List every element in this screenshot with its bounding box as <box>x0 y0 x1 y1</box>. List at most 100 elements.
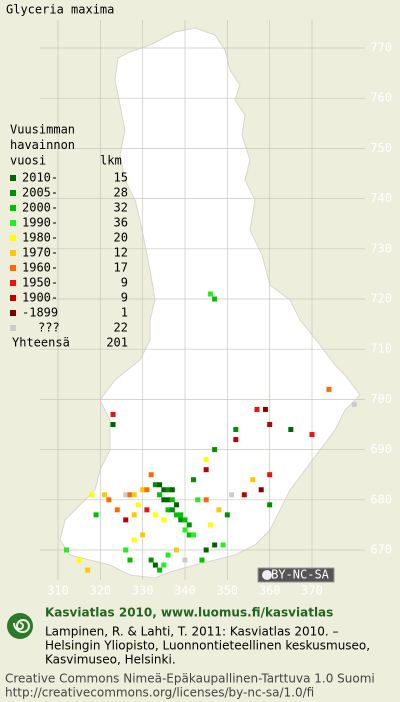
legend-label: 1970- <box>22 246 58 260</box>
occurrence <box>131 537 137 543</box>
occurrence <box>182 517 188 523</box>
occurrence <box>165 487 171 493</box>
cc-badge: BY-NC-SA <box>257 567 335 583</box>
occurrence <box>123 547 129 553</box>
legend-heading: Vuusimman <box>10 123 75 137</box>
occurrence <box>178 512 184 518</box>
legend-count: 1 <box>121 306 128 320</box>
y-tick-label: 720 <box>370 292 392 306</box>
occurrence <box>216 507 222 513</box>
occurrence <box>174 547 180 553</box>
occurrence <box>182 527 188 533</box>
occurrence <box>203 497 209 503</box>
occurrence <box>267 422 273 427</box>
occurrence <box>131 492 137 498</box>
occurrence <box>127 492 133 498</box>
license-line: http://creativecommons.org/licenses/by-n… <box>5 686 314 700</box>
occurrence <box>131 512 137 518</box>
legend-swatch <box>10 205 16 211</box>
occurrence <box>267 502 273 508</box>
y-tick-label: 760 <box>370 91 392 105</box>
legend-count: 36 <box>114 216 128 230</box>
occurrence <box>157 492 163 498</box>
occurrence <box>165 507 171 513</box>
occurrence <box>220 542 226 548</box>
citation-line: Helsingin Yliopisto, Luonnontieteellinen… <box>45 639 370 653</box>
legend-count: 17 <box>114 261 128 275</box>
occurrence <box>161 562 167 568</box>
legend-swatch <box>10 220 16 226</box>
legend-swatch <box>10 325 16 331</box>
x-tick-label: 350 <box>216 584 238 598</box>
occurrence <box>127 557 133 563</box>
occurrence <box>190 532 196 538</box>
occurrence <box>195 497 201 503</box>
legend-swatch <box>10 265 16 271</box>
x-tick-label: 340 <box>174 584 196 598</box>
legend-count: 15 <box>114 171 128 185</box>
occurrence <box>174 502 180 508</box>
y-tick-label: 730 <box>370 241 392 255</box>
occurrence <box>203 457 209 463</box>
logo-spiral <box>13 619 30 634</box>
legend-swatch <box>10 190 16 196</box>
occurrence <box>254 406 260 412</box>
legend-label: 2005- <box>22 186 58 200</box>
occurrence <box>140 487 146 493</box>
legend-swatch <box>10 295 16 301</box>
occurrence <box>165 497 171 503</box>
occurrence <box>152 482 158 488</box>
occurrence <box>186 522 192 528</box>
y-tick-label: 680 <box>370 492 392 506</box>
legend-count: 20 <box>114 231 128 245</box>
occurrence <box>152 512 158 518</box>
occurrence <box>241 492 247 498</box>
occurrence <box>351 401 357 407</box>
points <box>63 291 357 573</box>
occurrence <box>85 567 91 573</box>
legend-swatch <box>10 235 16 241</box>
occurrence <box>148 472 154 478</box>
occurrence <box>288 427 294 433</box>
occurrence <box>161 487 167 493</box>
x-tick-label: 330 <box>132 584 154 598</box>
occurrence <box>267 472 273 478</box>
legend-swatch <box>10 175 16 181</box>
legend-label: 1900- <box>22 291 58 305</box>
legend-label: 1990- <box>22 216 58 230</box>
occurrence <box>148 557 154 563</box>
legend-swatch <box>10 280 16 286</box>
occurrence <box>89 492 95 498</box>
legend-label: 1960- <box>22 261 58 275</box>
occurrence <box>110 422 116 427</box>
occurrence <box>212 447 218 453</box>
occurrence <box>178 517 184 523</box>
occurrence <box>212 542 218 548</box>
x-tick-label: 320 <box>89 584 111 598</box>
occurrence <box>93 512 99 518</box>
logo-circle <box>7 613 33 639</box>
occurrence <box>102 492 108 498</box>
occurrence <box>212 296 218 302</box>
legend-label: ??? <box>38 321 60 335</box>
occurrence <box>161 517 167 523</box>
map-title: Glyceria maxima <box>6 3 114 17</box>
legend-label: 1950- <box>22 276 58 290</box>
occurrence <box>309 432 315 438</box>
occurrence <box>182 557 188 563</box>
occurrence <box>165 552 171 558</box>
y-tick-label: 710 <box>370 342 392 356</box>
occurrence <box>169 497 175 503</box>
occurrence <box>224 512 230 518</box>
occurrence <box>140 532 146 538</box>
occurrence <box>110 411 116 417</box>
occurrence <box>169 487 175 493</box>
occurrence <box>190 477 196 483</box>
y-tick-label: 690 <box>370 442 392 456</box>
legend-count-heading: lkm <box>100 154 122 168</box>
legend-count: 9 <box>121 291 128 305</box>
legend-count: 28 <box>114 186 128 200</box>
legend-label: -1899 <box>22 306 58 320</box>
